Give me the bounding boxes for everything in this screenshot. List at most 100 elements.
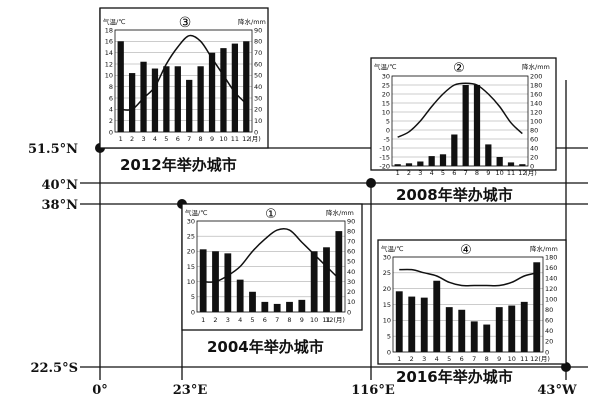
temp-tick-label: 10	[105, 72, 113, 80]
precip-bar	[395, 291, 403, 352]
month-tick-label: 12	[518, 169, 526, 177]
precip-tick-label: 90	[347, 217, 355, 225]
precip-tick-label: 100	[530, 117, 542, 125]
month-tick-label: 8	[485, 355, 489, 363]
precip-bar	[208, 52, 216, 132]
precip-bar	[128, 73, 136, 132]
precip-bar	[224, 253, 232, 312]
month-tick-label: 11	[507, 169, 515, 177]
temp-tick-label: 25	[187, 232, 195, 240]
chart-caption: 2008年举办城市	[396, 186, 513, 204]
precip-tick-label: 80	[254, 38, 262, 46]
precip-tick-label: 20	[545, 338, 553, 346]
lon-label-0: 0°	[92, 383, 108, 398]
chart-caption: 2016年举办城市	[396, 368, 513, 386]
precip-tick-label: 160	[530, 90, 542, 98]
precip-bar	[249, 291, 256, 312]
precip-bar	[117, 41, 124, 133]
temp-tick-label: 30	[187, 217, 195, 225]
precip-bar	[485, 144, 492, 166]
month-tick-label: 1	[397, 355, 401, 363]
temp-tick-label: 5	[386, 117, 390, 125]
precip-bar	[428, 156, 435, 166]
month-tick-label: 2	[213, 316, 217, 324]
temp-tick-label: 20	[187, 248, 195, 256]
temp-tick-label: 10	[382, 108, 390, 116]
precip-tick-label: 60	[347, 248, 355, 256]
temp-tick-label: 15	[383, 301, 391, 309]
plot-border	[392, 256, 544, 353]
month-tick-label: 6	[452, 169, 456, 177]
month-unit-label: 12(月)	[530, 355, 550, 363]
plot-border	[391, 75, 529, 167]
month-tick-label: 10	[508, 355, 516, 363]
month-tick-label: 1	[119, 135, 123, 143]
precip-bar	[335, 231, 343, 312]
month-tick-label: 9	[300, 316, 304, 324]
month-tick-label: 8	[475, 169, 479, 177]
temp-tick-label: 15	[187, 263, 195, 271]
precip-tick-label: 90	[254, 26, 262, 34]
plot-border	[196, 220, 346, 313]
month-tick-label: 4	[153, 135, 157, 143]
precip-bar	[507, 162, 515, 166]
precip-tick-label: 80	[530, 126, 538, 134]
precip-bar	[470, 321, 478, 352]
lon-label-43w: 43°W	[537, 383, 577, 398]
month-tick-label: 10	[496, 169, 504, 177]
temp-tick-label: -10	[379, 144, 390, 152]
month-tick-label: 11	[322, 316, 330, 324]
temperature-line	[397, 82, 523, 138]
chart-marker: ②	[453, 61, 465, 76]
precip-tick-label: 100	[545, 296, 557, 304]
precip-bar	[483, 324, 491, 352]
month-tick-label: 8	[199, 135, 203, 143]
month-tick-label: 5	[447, 355, 451, 363]
month-tick-label: 6	[460, 355, 464, 363]
temp-tick-label: 6	[109, 94, 113, 102]
precip-bar	[199, 249, 207, 312]
temp-tick-label: 14	[105, 49, 113, 57]
precip-tick-label: 10	[254, 117, 262, 125]
precip-bar	[533, 262, 541, 352]
precip-tick-label: 0	[254, 128, 258, 136]
temp-axis-label: 气温/℃	[374, 62, 397, 71]
precip-bar	[273, 303, 281, 312]
precip-bar	[473, 85, 481, 166]
month-tick-label: 1	[201, 316, 205, 324]
month-tick-label: 3	[141, 135, 145, 143]
month-tick-label: 7	[187, 135, 191, 143]
temp-tick-label: 16	[105, 38, 113, 46]
precip-bar	[163, 66, 170, 132]
temp-tick-label: 10	[383, 317, 391, 325]
month-tick-label: 3	[418, 169, 422, 177]
lon-label-116e: 116°E	[351, 383, 395, 398]
precip-bar	[520, 301, 528, 352]
temp-axis-label: 气温/℃	[381, 244, 404, 253]
precip-bar	[445, 307, 453, 352]
temp-tick-label: -5	[384, 135, 390, 143]
temp-tick-label: 5	[387, 332, 391, 340]
precip-tick-label: 60	[254, 60, 262, 68]
chart-marker: ③	[179, 15, 192, 31]
lat-label-22-5s: 22.5°S	[30, 361, 78, 376]
precip-bar	[508, 305, 516, 352]
precip-tick-label: 40	[254, 83, 262, 91]
precip-tick-label: 0	[530, 162, 534, 170]
precip-bar	[495, 307, 503, 352]
precip-tick-label: 20	[530, 153, 538, 161]
temp-tick-label: 25	[383, 269, 391, 277]
precip-bar	[323, 247, 330, 312]
month-tick-label: 7	[472, 355, 476, 363]
month-tick-label: 4	[430, 169, 434, 177]
precip-tick-label: 40	[530, 144, 538, 152]
temp-tick-label: 0	[386, 126, 390, 134]
precip-bar	[243, 41, 250, 133]
month-tick-label: 3	[422, 355, 426, 363]
precip-tick-label: 70	[347, 238, 355, 246]
precip-bar	[433, 280, 441, 352]
precip-tick-label: 180	[530, 81, 542, 89]
month-tick-label: 11	[520, 355, 528, 363]
